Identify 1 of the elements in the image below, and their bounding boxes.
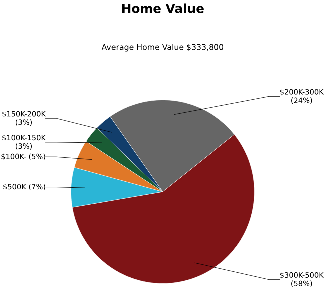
- chart-title: Home Value: [122, 4, 204, 14]
